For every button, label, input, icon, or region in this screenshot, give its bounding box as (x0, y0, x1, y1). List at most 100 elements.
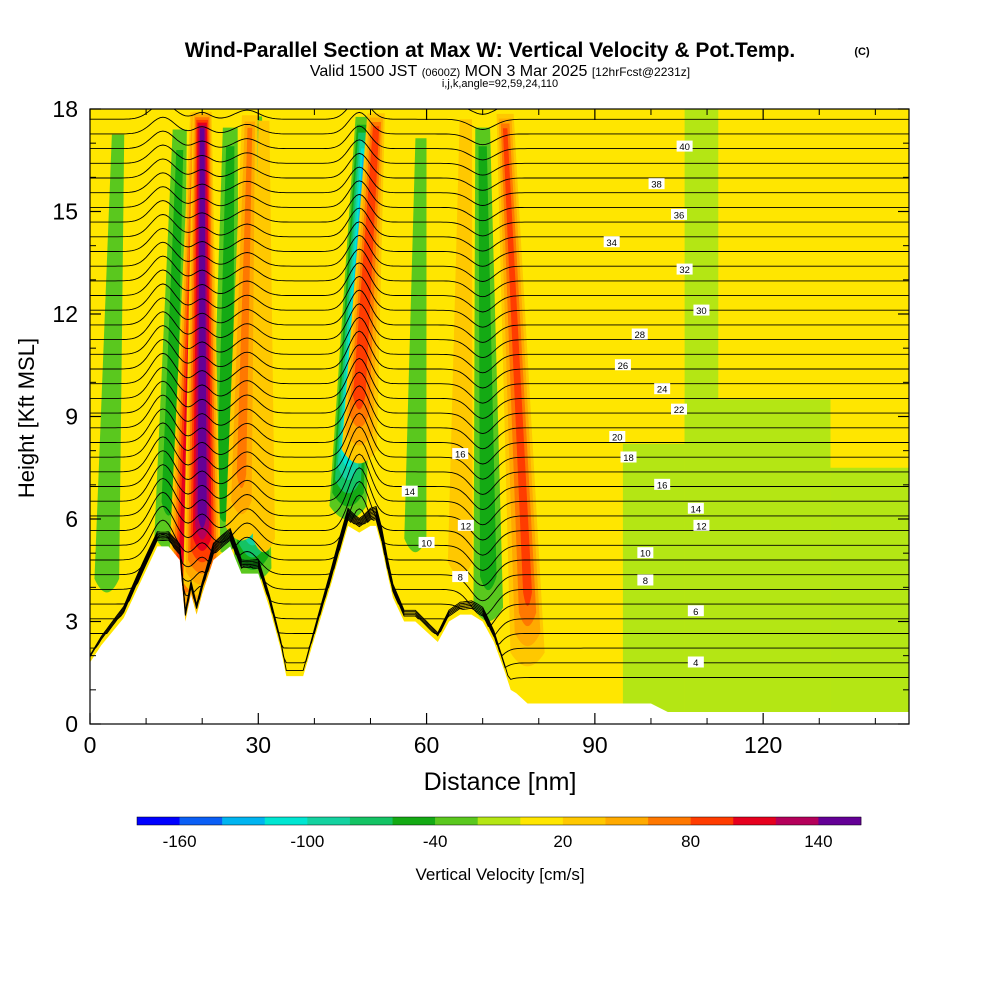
isentrope-line (90, 357, 909, 419)
svg-text:38: 38 (651, 180, 662, 191)
y-tick-label: 0 (65, 711, 78, 737)
isentrope-label: 14 (687, 502, 704, 515)
colorbar-frame (136, 816, 862, 826)
svg-text:22: 22 (674, 405, 685, 416)
isentrope-label: 34 (603, 236, 620, 249)
colorbar-label: Vertical Velocity [cm/s] (415, 865, 584, 884)
isentrope-line (90, 508, 909, 587)
colorbar-swatch (605, 817, 649, 825)
chart-title-mark: (C) (854, 46, 870, 58)
svg-text:20: 20 (612, 433, 623, 444)
isentrope-label: 38 (648, 178, 665, 191)
colorbar-swatch (775, 817, 819, 825)
svg-text:10: 10 (640, 549, 651, 560)
isentrope-label: 20 (609, 431, 626, 444)
isentrope-label: 10 (637, 547, 654, 560)
subtitle-utc: (0600Z) (422, 67, 461, 79)
y-axis-label: Height [Kft MSL] (14, 338, 39, 498)
x-tick-label: 0 (84, 732, 97, 758)
isentrope-line (90, 125, 909, 161)
isentrope-line (90, 180, 909, 222)
field-layer (94, 109, 909, 724)
y-tick-label: 18 (52, 96, 78, 122)
colorbar-tick-label: 80 (681, 832, 700, 851)
colorbar-tick-label: -100 (290, 832, 324, 851)
colorbar-swatch (137, 817, 180, 825)
weak-downdraft-column (684, 109, 719, 724)
svg-text:32: 32 (679, 265, 690, 276)
isentrope-line (90, 289, 909, 343)
colorbar-swatch (179, 817, 223, 825)
downdraft-plume (94, 134, 125, 593)
isentrope-line (90, 513, 909, 627)
isentrope-label: 10 (418, 536, 435, 549)
x-tick-label: 120 (744, 732, 782, 758)
isentrope-line (90, 511, 909, 638)
isentrope-line (90, 453, 909, 526)
isentrope-label: 36 (671, 208, 688, 221)
isentrope-line (90, 316, 909, 374)
updraft-plume (447, 119, 473, 576)
weak-downdraft-region (622, 443, 685, 724)
updraft-plume (341, 113, 385, 464)
updraft-contour (447, 119, 473, 576)
colorbar-tick-label: -40 (423, 832, 448, 851)
y-tick-label: 6 (65, 506, 78, 532)
chart-subtitle2: i,j,k,angle=92,59,24,110 (442, 78, 558, 90)
colorbar-swatch (307, 817, 351, 825)
svg-text:6: 6 (693, 607, 698, 618)
isentrope-line (90, 480, 909, 556)
x-axis-label: Distance [nm] (424, 768, 577, 796)
isentrope-line (90, 371, 909, 435)
isentrope-label: 16 (452, 448, 469, 461)
isentrope-label: 14 (401, 485, 418, 498)
svg-text:18: 18 (623, 453, 634, 464)
isentrope-label: 40 (676, 140, 693, 153)
isentrope-line (90, 109, 909, 130)
colorbar-swatch (520, 817, 564, 825)
isentrope-line (90, 439, 909, 511)
isentrope-line (90, 262, 909, 313)
isentrope-label: 6 (687, 605, 704, 618)
svg-text:12: 12 (696, 521, 707, 532)
isentrope-line (90, 275, 909, 328)
x-tick-label: 60 (414, 732, 440, 758)
isentrope-line (90, 303, 909, 359)
colorbar-swatch (264, 817, 308, 825)
isentrope-line (90, 330, 909, 389)
isentrope-line (90, 412, 909, 480)
y-tick-label: 3 (65, 609, 78, 635)
isentrope-line (90, 152, 909, 191)
colorbar-swatch (562, 817, 606, 825)
isentrope-label: 26 (614, 359, 631, 372)
isentrope-label: 4 (687, 656, 704, 669)
isentrope-line (90, 494, 909, 571)
isentrope-line (90, 111, 909, 146)
isentrope-line (90, 193, 909, 237)
svg-text:24: 24 (657, 385, 668, 396)
isentrope-line (90, 507, 909, 669)
isentrope-label: 28 (631, 328, 648, 341)
isentrope-label: 16 (654, 478, 671, 491)
isentrope-line (90, 139, 909, 176)
isentrope-line (90, 426, 909, 495)
isentrope-line (90, 516, 909, 602)
isentrope-label: 24 (654, 383, 671, 396)
svg-text:26: 26 (618, 361, 629, 372)
svg-text:28: 28 (634, 330, 645, 341)
colorbar-swatch (818, 817, 862, 825)
isentrope-line (90, 508, 909, 657)
svg-text:16: 16 (455, 450, 466, 461)
isentrope-line (90, 221, 909, 267)
isentrope-line (90, 398, 909, 465)
isentrope-label: 8 (637, 574, 654, 587)
colorbar-swatch (477, 817, 521, 825)
svg-text:4: 4 (693, 658, 698, 669)
isentrope-line (90, 234, 909, 282)
isentrope-line (90, 207, 909, 252)
colorbar-swatch (690, 817, 734, 825)
colorbar-swatch (648, 817, 691, 825)
isentrope-line (90, 166, 909, 206)
